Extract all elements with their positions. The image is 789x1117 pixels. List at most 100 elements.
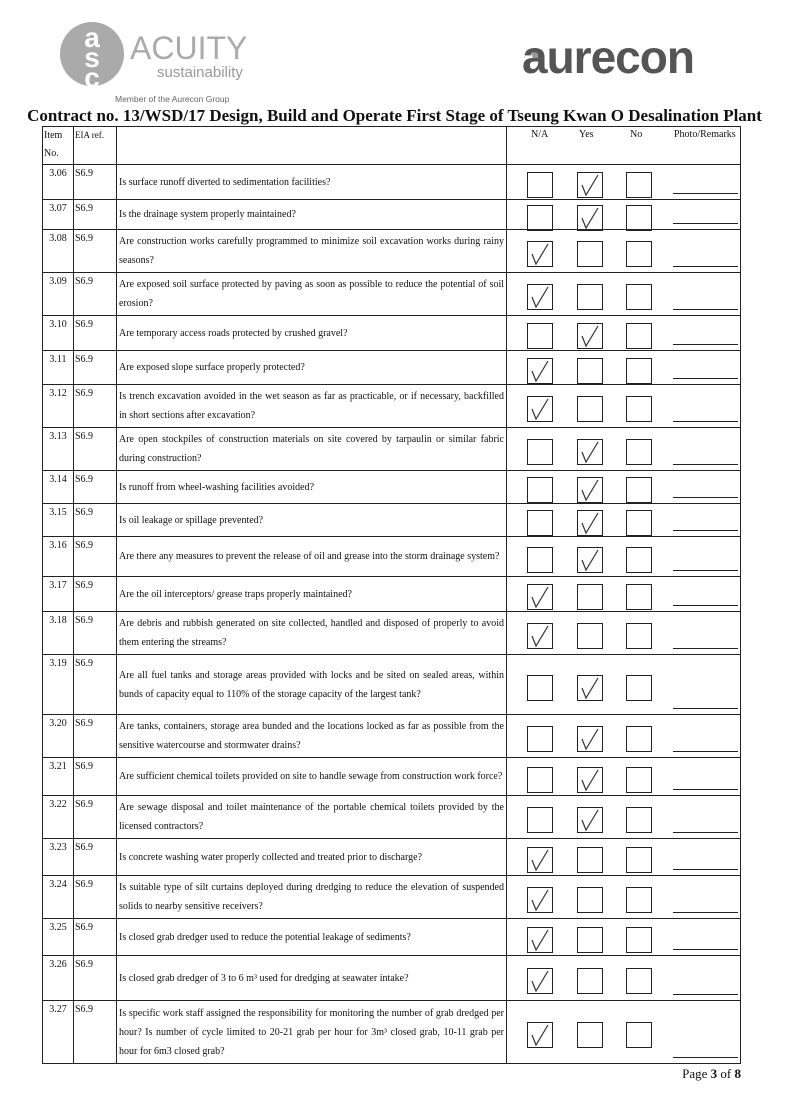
checkbox-no[interactable] [626,968,652,994]
table-row: 3.16 S6.9 Are there any measures to prev… [42,536,741,577]
remarks-field[interactable] [673,344,738,345]
checkbox-no[interactable] [626,396,652,422]
checkbox-yes[interactable] [577,172,603,198]
remarks-field[interactable] [673,949,738,950]
answer-cell [506,470,741,504]
checkbox-na[interactable] [527,674,553,701]
checkbox-na[interactable] [527,396,553,422]
remarks-field[interactable] [673,421,738,422]
remarks-field[interactable] [673,648,738,649]
item-number: 3.17 [42,576,74,612]
checkbox-na[interactable] [527,323,553,349]
checkbox-na[interactable] [527,241,553,267]
remarks-field[interactable] [673,751,738,752]
checkbox-na[interactable] [527,357,553,384]
remarks-field[interactable] [673,789,738,790]
checkbox-yes[interactable] [577,439,603,465]
remarks-field[interactable] [673,708,738,709]
checkbox-yes[interactable] [577,323,603,349]
checkbox-yes[interactable] [577,674,603,701]
checkbox-na[interactable] [527,887,553,913]
remarks-field[interactable] [673,497,738,498]
remarks-field[interactable] [673,912,738,913]
checkbox-na[interactable] [527,439,553,465]
checkbox-na[interactable] [527,766,553,793]
remarks-field[interactable] [673,266,738,267]
checkbox-no[interactable] [626,172,652,198]
checkbox-no[interactable] [626,584,652,610]
checkbox-yes[interactable] [577,623,603,649]
checkbox-na[interactable] [527,847,553,873]
remarks-field[interactable] [673,869,738,870]
checkbox-no[interactable] [626,807,652,833]
remarks-field[interactable] [673,530,738,531]
checkbox-no[interactable] [626,323,652,349]
checkbox-no[interactable] [626,477,652,503]
remarks-field[interactable] [673,994,738,995]
table-row: 3.24 S6.9 Is suitable type of silt curta… [42,875,741,919]
checkbox-na[interactable] [527,584,553,610]
checkbox-no[interactable] [626,674,652,701]
checkbox-no[interactable] [626,726,652,752]
checkbox-na[interactable] [527,1022,553,1048]
checkbox-yes[interactable] [577,396,603,422]
checkbox-no[interactable] [626,546,652,573]
checkbox-yes[interactable] [577,766,603,793]
question-text: Is oil leakage or spillage prevented? [116,503,507,537]
table-row: 3.15 S6.9 Is oil leakage or spillage pre… [42,503,741,537]
checkbox-no[interactable] [626,1022,652,1048]
checkbox-na[interactable] [527,284,553,310]
remarks-field[interactable] [673,193,738,194]
checkbox-yes[interactable] [577,546,603,573]
answer-cell [506,955,741,1001]
checkbox-na[interactable] [527,623,553,649]
checkbox-na[interactable] [527,546,553,573]
item-number: 3.19 [42,654,74,715]
checkbox-yes[interactable] [577,726,603,752]
checkbox-na[interactable] [527,510,553,536]
checkbox-yes[interactable] [577,968,603,994]
checkbox-na[interactable] [527,726,553,752]
checkbox-na[interactable] [527,204,553,231]
checkbox-no[interactable] [626,357,652,384]
check-mark-icon [531,625,549,648]
checkbox-no[interactable] [626,241,652,267]
remarks-field[interactable] [673,223,738,224]
remarks-field[interactable] [673,605,738,606]
remarks-field[interactable] [673,1057,738,1058]
eia-ref: S6.9 [73,350,117,385]
checkbox-yes[interactable] [577,887,603,913]
eia-ref: S6.9 [73,384,117,428]
checkbox-yes[interactable] [577,241,603,267]
checkbox-na[interactable] [527,172,553,198]
remarks-field[interactable] [673,309,738,310]
remarks-field[interactable] [673,378,738,379]
checkbox-yes[interactable] [577,1022,603,1048]
checkbox-no[interactable] [626,623,652,649]
checkbox-no[interactable] [626,766,652,793]
checkbox-yes[interactable] [577,284,603,310]
checkbox-yes[interactable] [577,477,603,503]
remarks-field[interactable] [673,832,738,833]
checkbox-yes[interactable] [577,510,603,536]
check-mark-icon [531,970,549,993]
checkbox-yes[interactable] [577,584,603,610]
checkbox-no[interactable] [626,284,652,310]
checkbox-yes[interactable] [577,204,603,231]
checkbox-na[interactable] [527,968,553,994]
checkbox-yes[interactable] [577,927,603,953]
checkbox-no[interactable] [626,439,652,465]
checkbox-na[interactable] [527,477,553,503]
remarks-field[interactable] [673,464,738,465]
checkbox-na[interactable] [527,927,553,953]
checkbox-na[interactable] [527,807,553,833]
remarks-field[interactable] [673,570,738,571]
checkbox-yes[interactable] [577,847,603,873]
checkbox-yes[interactable] [577,807,603,833]
checkbox-no[interactable] [626,204,652,231]
checkbox-no[interactable] [626,887,652,913]
checkbox-yes[interactable] [577,357,603,384]
checkbox-no[interactable] [626,510,652,536]
checkbox-no[interactable] [626,927,652,953]
checkbox-no[interactable] [626,847,652,873]
